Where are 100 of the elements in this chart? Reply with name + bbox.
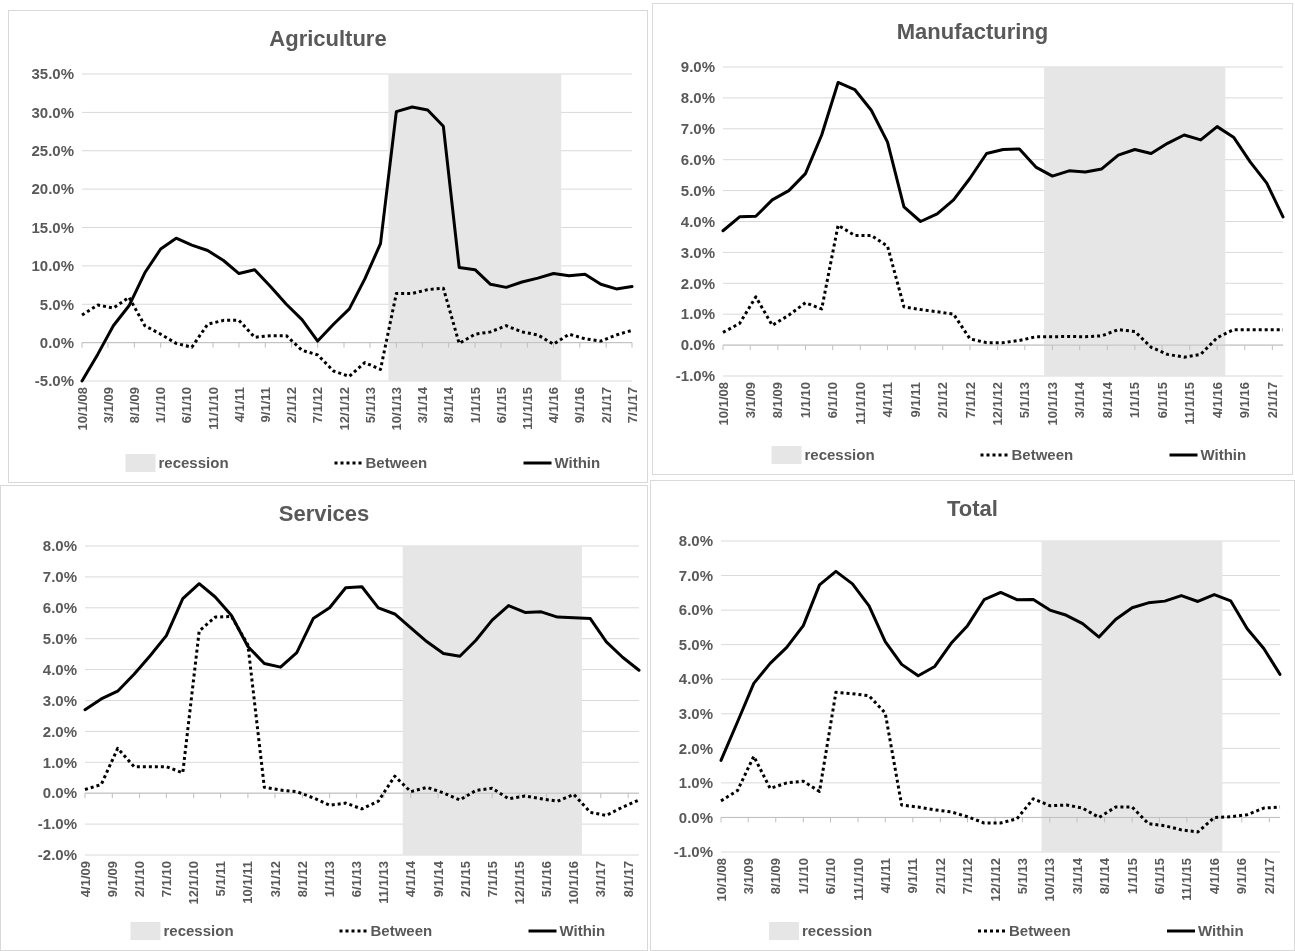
y-tick-label: 6.0% xyxy=(42,599,77,617)
x-tick-label: 7/1/12 xyxy=(310,387,326,424)
x-tick-label: 10/1/16 xyxy=(566,861,582,905)
y-tick-label: 10.0% xyxy=(31,257,74,275)
y-tick-label: 8.0% xyxy=(678,532,713,550)
x-tick-label: 10/1/11 xyxy=(240,861,256,904)
x-tick-label: 7/1/12 xyxy=(962,382,978,419)
line-series xyxy=(80,105,634,383)
x-tick-label: 12/1/12 xyxy=(987,858,1003,902)
x-tick-label: 10/1/13 xyxy=(1044,382,1060,426)
x-tick-label: 3/1/09 xyxy=(740,858,756,895)
y-tick-label: 0.0% xyxy=(39,333,74,351)
x-tick-label: 8/1/14 xyxy=(441,386,457,424)
x-tick-label: 7/1/12 xyxy=(960,858,976,895)
x-tick-label: 11/1/10 xyxy=(850,858,866,901)
y-tick-label: 3.0% xyxy=(680,243,715,261)
x-tick-label: 10/1/13 xyxy=(388,387,404,431)
x-tick-label: 11/1/15 xyxy=(1182,382,1198,425)
x-tick-label: 3/1/14 xyxy=(414,386,430,424)
x-tick-label: 11/1/13 xyxy=(376,861,392,904)
x-tick-label: 4/1/16 xyxy=(1209,382,1225,419)
x-tick-label: 9/1/16 xyxy=(572,387,588,424)
x-tick-label: 10/1/08 xyxy=(713,858,729,902)
y-tick-label: 7.0% xyxy=(680,120,715,138)
x-tick-label: 2/1/17 xyxy=(1261,858,1277,895)
x-tick-label: 5/1/13 xyxy=(362,387,378,424)
y-tick-label: 5.0% xyxy=(680,181,715,199)
legend-label: recession xyxy=(163,922,234,940)
y-tick-label: 1.0% xyxy=(42,753,77,771)
x-tick-label: 12/1/15 xyxy=(512,861,528,905)
legend-label: recession xyxy=(802,922,873,940)
y-tick-label: 8.0% xyxy=(680,89,715,107)
y-tick-label: 1.0% xyxy=(678,774,713,792)
x-tick-label: 6/1/15 xyxy=(493,387,509,424)
y-tick-label: 4.0% xyxy=(678,670,713,688)
x-tick-label: 7/1/10 xyxy=(158,861,174,898)
x-tick-label: 5/1/13 xyxy=(1017,382,1033,419)
y-tick-label: 7.0% xyxy=(678,566,713,584)
y-tick-label: 4.0% xyxy=(42,660,77,678)
x-tick-label: 9/1/16 xyxy=(1234,858,1250,895)
legend-label: Within xyxy=(1200,446,1247,464)
x-tick-label: 5/1/16 xyxy=(539,861,555,898)
y-tick-label: -1.0% xyxy=(673,843,713,861)
x-tick-label: 8/1/09 xyxy=(126,387,142,424)
x-tick-label: 1/1/15 xyxy=(1127,382,1143,419)
x-tick-label: 9/1/14 xyxy=(430,860,446,898)
x-tick-label: 10/1/08 xyxy=(715,382,731,426)
y-tick-label: 7.0% xyxy=(42,568,77,586)
x-tick-label: 2/1/17 xyxy=(1264,382,1280,419)
y-tick-label: -1.0% xyxy=(37,815,77,833)
x-tick-label: 11/1/10 xyxy=(205,387,221,430)
x-tick-label: 9/1/11 xyxy=(257,387,273,423)
legend-label: Between xyxy=(1011,446,1074,464)
x-tick-label: 6/1/15 xyxy=(1151,858,1167,895)
chart-title: Total xyxy=(947,496,998,521)
y-tick-label: 0.0% xyxy=(42,784,77,802)
y-tick-label: 2.0% xyxy=(680,274,715,292)
x-tick-label: 4/1/16 xyxy=(546,387,562,424)
x-tick-label: 3/1/14 xyxy=(1069,857,1085,895)
x-tick-label: 2/1/12 xyxy=(932,858,948,895)
y-tick-label: 1.0% xyxy=(680,305,715,323)
x-tick-label: 8/1/12 xyxy=(294,861,310,898)
legend-label: Within xyxy=(1198,922,1244,940)
y-tick-label: 3.0% xyxy=(678,705,713,723)
y-tick-label: 5.0% xyxy=(39,295,74,313)
chart-title: Services xyxy=(278,501,370,526)
x-tick-label: 11/1/10 xyxy=(852,382,868,425)
y-tick-label: -1.0% xyxy=(675,367,715,385)
x-tick-label: 2/1/17 xyxy=(598,387,614,424)
x-tick-label: 11/1/15 xyxy=(1179,858,1195,901)
x-tick-label: 1/1/10 xyxy=(795,858,811,895)
y-tick-label: 15.0% xyxy=(31,218,74,236)
x-tick-label: 9/1/11 xyxy=(907,382,923,418)
x-tick-label: 3/1/12 xyxy=(267,861,283,898)
y-tick-label: -5.0% xyxy=(34,372,74,390)
x-tick-label: 12/1/12 xyxy=(336,387,352,431)
x-tick-label: 1/1/10 xyxy=(153,387,169,424)
y-tick-label: 2.0% xyxy=(42,722,77,740)
y-tick-label: 5.0% xyxy=(678,635,713,653)
legend-label: Between xyxy=(370,922,433,940)
x-tick-label: 8/1/14 xyxy=(1097,857,1113,895)
line-series xyxy=(719,569,1282,762)
y-tick-label: 0.0% xyxy=(680,336,715,354)
y-tick-label: 4.0% xyxy=(680,212,715,230)
x-tick-label: 7/1/17 xyxy=(624,387,640,424)
x-tick-label: 3/1/17 xyxy=(593,861,609,898)
x-tick-label: 1/1/13 xyxy=(322,861,338,898)
x-tick-label: 1/1/15 xyxy=(1124,858,1140,895)
x-tick-label: 4/1/11 xyxy=(880,382,896,418)
y-tick-label: 2.0% xyxy=(678,739,713,757)
x-tick-label: 5/1/13 xyxy=(1014,858,1030,895)
legend-label: Within xyxy=(559,922,606,940)
x-tick-label: 5/1/11 xyxy=(213,861,229,897)
y-tick-label: 25.0% xyxy=(31,142,74,159)
x-tick-label: 2/1/12 xyxy=(284,387,300,424)
x-tick-label: 4/1/16 xyxy=(1206,858,1222,895)
x-tick-label: 6/1/10 xyxy=(179,387,195,424)
y-tick-label: 20.0% xyxy=(31,180,74,198)
legend-label: Between xyxy=(1009,922,1071,940)
x-tick-label: 8/1/14 xyxy=(1099,381,1115,419)
